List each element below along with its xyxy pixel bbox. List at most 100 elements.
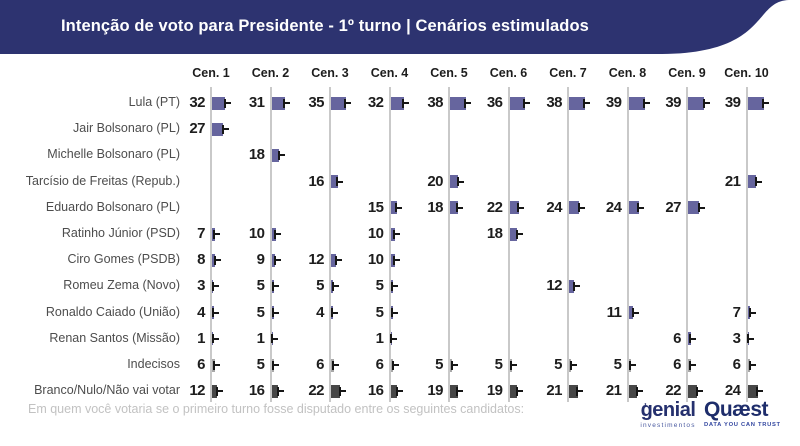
error-whisker-tick [515, 229, 518, 239]
error-whisker-tick [456, 386, 459, 396]
bar [688, 96, 705, 110]
bar [628, 96, 645, 110]
survey-question: Em quem você votaria se o primeiro turno… [28, 402, 525, 416]
error-whisker-tick [272, 360, 275, 370]
error-whisker-dash [697, 390, 703, 393]
value-label: 5 [554, 356, 562, 373]
bar [628, 201, 639, 215]
row-label: Eduardo Bolsonaro (PL) [45, 199, 180, 214]
value-label: 38 [546, 94, 562, 111]
value-label: 6 [673, 329, 681, 347]
error-whisker-tick [272, 308, 275, 318]
error-whisker-tick [395, 386, 398, 396]
value-label: 18 [486, 225, 503, 242]
value-label: 1 [197, 329, 205, 347]
row-label: Jair Bolsonaro (PL) [73, 121, 180, 136]
error-whisker-tick [695, 386, 698, 396]
axis-line-cen-3 [329, 87, 331, 402]
axis-line-cen-7 [567, 87, 569, 402]
genial-logo-wordmark: ʼ genial [640, 399, 696, 421]
value-label: 18 [427, 198, 443, 216]
error-whisker-dash [458, 180, 464, 183]
banner-shape [0, 0, 789, 54]
value-label: 5 [256, 303, 265, 321]
error-whisker-tick [211, 281, 214, 291]
col-header-cen-1: Cen. 1 [192, 66, 230, 80]
genial-logo: ʼ genial investimentos [636, 399, 700, 429]
error-whisker-tick [331, 308, 334, 318]
value-label: 16 [308, 172, 324, 190]
error-whisker-dash [214, 311, 220, 314]
bar [271, 227, 276, 241]
error-whisker-tick [212, 308, 215, 318]
bar [271, 384, 279, 398]
error-whisker-tick [576, 386, 579, 396]
error-whisker-tick [754, 177, 757, 187]
col-header-cen-3: Cen. 3 [311, 66, 349, 80]
error-whisker-tick [629, 360, 632, 370]
error-whisker-dash [395, 259, 401, 262]
error-whisker-dash [452, 364, 458, 366]
error-whisker-tick [344, 98, 347, 108]
bar [569, 201, 580, 215]
value-label: 15 [367, 198, 384, 216]
value-label: 6 [375, 356, 384, 373]
bar [271, 253, 276, 267]
error-whisker-dash [764, 102, 770, 104]
error-whisker-dash [458, 206, 464, 209]
value-label: 3 [732, 329, 741, 347]
axis-line-cen-10 [745, 87, 748, 402]
value-label: 32 [367, 94, 384, 111]
bar [509, 384, 518, 398]
error-whisker-dash [466, 102, 472, 104]
bar [569, 96, 585, 110]
col-header-cen-8: Cen. 8 [608, 66, 647, 80]
error-whisker-tick [221, 124, 224, 134]
error-whisker-tick [331, 281, 334, 291]
error-whisker-tick [391, 281, 394, 291]
error-whisker-dash [215, 233, 221, 235]
error-whisker-tick [456, 177, 459, 187]
error-whisker-dash [633, 311, 639, 314]
value-label: 16 [248, 382, 265, 400]
error-whisker-tick [272, 281, 275, 291]
bar [509, 201, 519, 215]
bar [450, 201, 458, 215]
value-label: 27 [189, 120, 205, 138]
error-whisker-dash [704, 102, 710, 104]
axis-line-cen-1 [210, 87, 212, 402]
bar [569, 279, 575, 293]
error-whisker-dash [691, 337, 697, 340]
error-whisker-tick [274, 229, 277, 239]
error-whisker-tick [215, 386, 218, 396]
value-label: 10 [367, 225, 384, 242]
col-header-cen-4: Cen. 4 [370, 66, 409, 80]
error-whisker-dash [338, 180, 344, 183]
row-label: Renan Santos (Missão) [49, 330, 180, 345]
axis-line-cen-8 [626, 87, 629, 402]
value-label: 22 [308, 382, 324, 400]
error-whisker-tick [283, 98, 286, 108]
value-label: 24 [546, 198, 562, 216]
error-whisker-tick [643, 98, 646, 108]
error-whisker-tick [747, 334, 750, 344]
error-whisker-dash [225, 102, 231, 104]
error-whisker-dash [397, 206, 403, 209]
error-whisker-dash [578, 390, 584, 393]
value-label: 12 [308, 251, 324, 269]
value-label: 38 [427, 94, 443, 111]
col-header-cen-5: Cen. 5 [430, 66, 468, 80]
value-label: 1 [256, 329, 265, 347]
error-whisker-dash [276, 233, 282, 235]
error-whisker-tick [510, 360, 513, 370]
error-whisker-tick [393, 229, 396, 239]
error-whisker-tick [464, 98, 467, 108]
bar [212, 122, 224, 136]
value-label: 24 [724, 382, 741, 400]
value-label: 5 [435, 356, 443, 373]
col-header-cen-10: Cen. 10 [724, 66, 769, 80]
bar [450, 175, 459, 189]
error-whisker-tick [276, 386, 279, 396]
error-whisker-dash [404, 102, 410, 104]
error-whisker-dash [758, 390, 764, 393]
